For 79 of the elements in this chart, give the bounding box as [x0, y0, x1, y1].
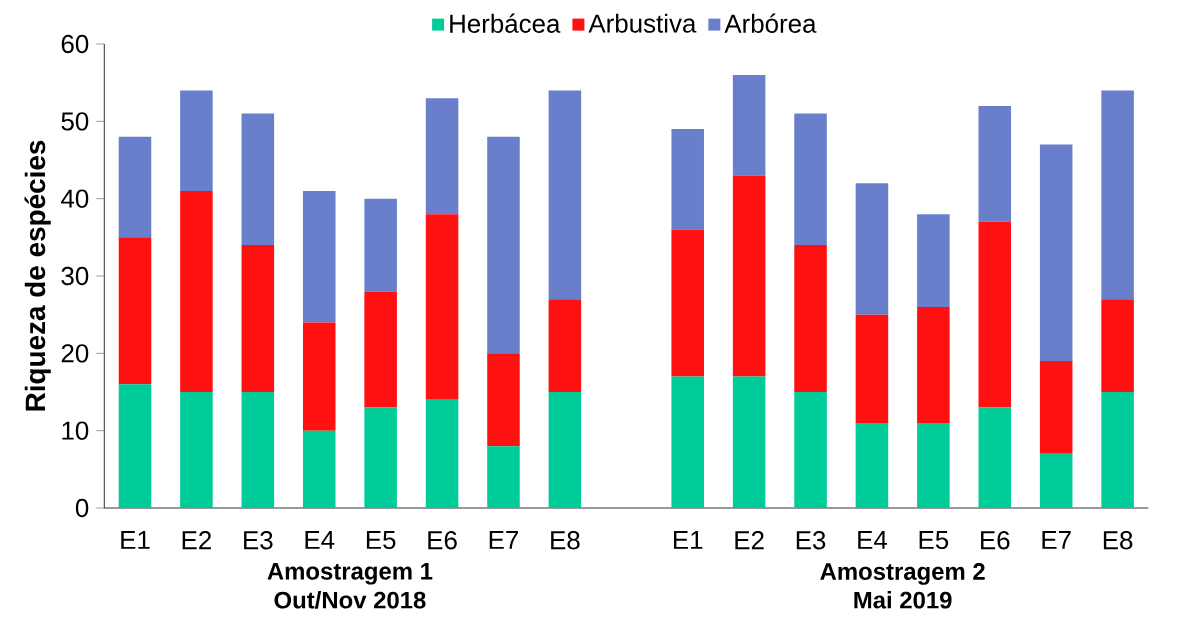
- bar: [732, 175, 766, 377]
- bar: [732, 376, 766, 508]
- bar: [302, 430, 336, 508]
- text: Mai 2019: [854, 591, 952, 609]
- x-tick-label: E8: [1103, 531, 1133, 550]
- bar: [118, 384, 152, 508]
- x-tick-label: E3: [796, 531, 826, 550]
- text: Out/Nov 2018: [274, 591, 426, 609]
- bar: [855, 422, 889, 508]
- bar: [425, 214, 459, 400]
- bar: [1101, 299, 1134, 392]
- bar: [978, 221, 1012, 408]
- bar: [548, 90, 582, 300]
- bar: [732, 74, 766, 176]
- x-tick-label: E6: [428, 531, 457, 550]
- bar: [180, 190, 213, 392]
- x-tick-label: E4: [305, 531, 335, 549]
- y-tick-label: 20: [61, 344, 89, 363]
- bar: [425, 399, 459, 508]
- bar: [978, 407, 1012, 508]
- legend-label: Arbustiva: [588, 13, 697, 33]
- bar: [180, 392, 213, 508]
- x-tick-label: E2: [182, 531, 211, 550]
- bar: [364, 291, 397, 408]
- y-tick-label: 30: [61, 266, 89, 286]
- bar: [1039, 361, 1073, 454]
- legend-label: Arbórea: [724, 13, 817, 33]
- x-tick-label: E3: [244, 531, 273, 550]
- bar: [794, 392, 827, 508]
- y-tick-label: 50: [61, 112, 89, 131]
- bar: [180, 90, 213, 191]
- text: Amostragem 2: [820, 563, 985, 585]
- bar: [487, 353, 520, 447]
- bar: [855, 314, 889, 423]
- bar: [548, 392, 582, 508]
- bar: [302, 322, 336, 431]
- x-tick-label: E1: [121, 531, 150, 549]
- x-tick-label: E4: [858, 531, 888, 549]
- bar: [548, 299, 582, 392]
- text: Amostragem 1: [267, 563, 433, 585]
- x-tick-label: E8: [551, 531, 580, 550]
- bar: [364, 407, 397, 508]
- bar: [425, 98, 459, 215]
- bar: [794, 113, 827, 246]
- bar: [794, 245, 827, 392]
- y-axis-title: Riqueza de espécies: [24, 140, 51, 411]
- y-tick-label: 60: [61, 34, 89, 54]
- y-tick-label: 10: [62, 421, 89, 440]
- x-tick-label: E6: [981, 531, 1010, 550]
- x-tick-label: E7: [1042, 531, 1071, 549]
- x-tick-label: E1: [673, 531, 703, 549]
- x-tick-label: E7: [489, 531, 518, 549]
- bar: [917, 214, 950, 307]
- bar: [241, 245, 275, 392]
- bar: [671, 129, 704, 230]
- bar: [917, 306, 950, 423]
- bar: [118, 136, 152, 238]
- legend-label: Herbácea: [450, 13, 561, 33]
- y-tick-label: 0: [75, 498, 89, 518]
- bar: [1101, 392, 1134, 508]
- bar: [978, 105, 1012, 222]
- bar: [302, 190, 336, 323]
- bar: [241, 392, 275, 508]
- y-tick-label: 40: [61, 189, 89, 208]
- x-tick-label: E2: [735, 531, 764, 550]
- bar: [671, 229, 704, 377]
- bar: [1101, 90, 1134, 300]
- bar: [855, 183, 889, 315]
- bar: [241, 113, 275, 246]
- bar: [364, 198, 397, 292]
- bar: [1039, 144, 1073, 362]
- bar: [118, 237, 152, 385]
- bar: [487, 136, 520, 354]
- bar: [671, 376, 704, 508]
- x-tick-label: E5: [366, 531, 396, 550]
- x-tick-label: E5: [919, 531, 949, 550]
- bar: [487, 446, 520, 508]
- bar: [1039, 453, 1073, 508]
- bar: [917, 422, 950, 508]
